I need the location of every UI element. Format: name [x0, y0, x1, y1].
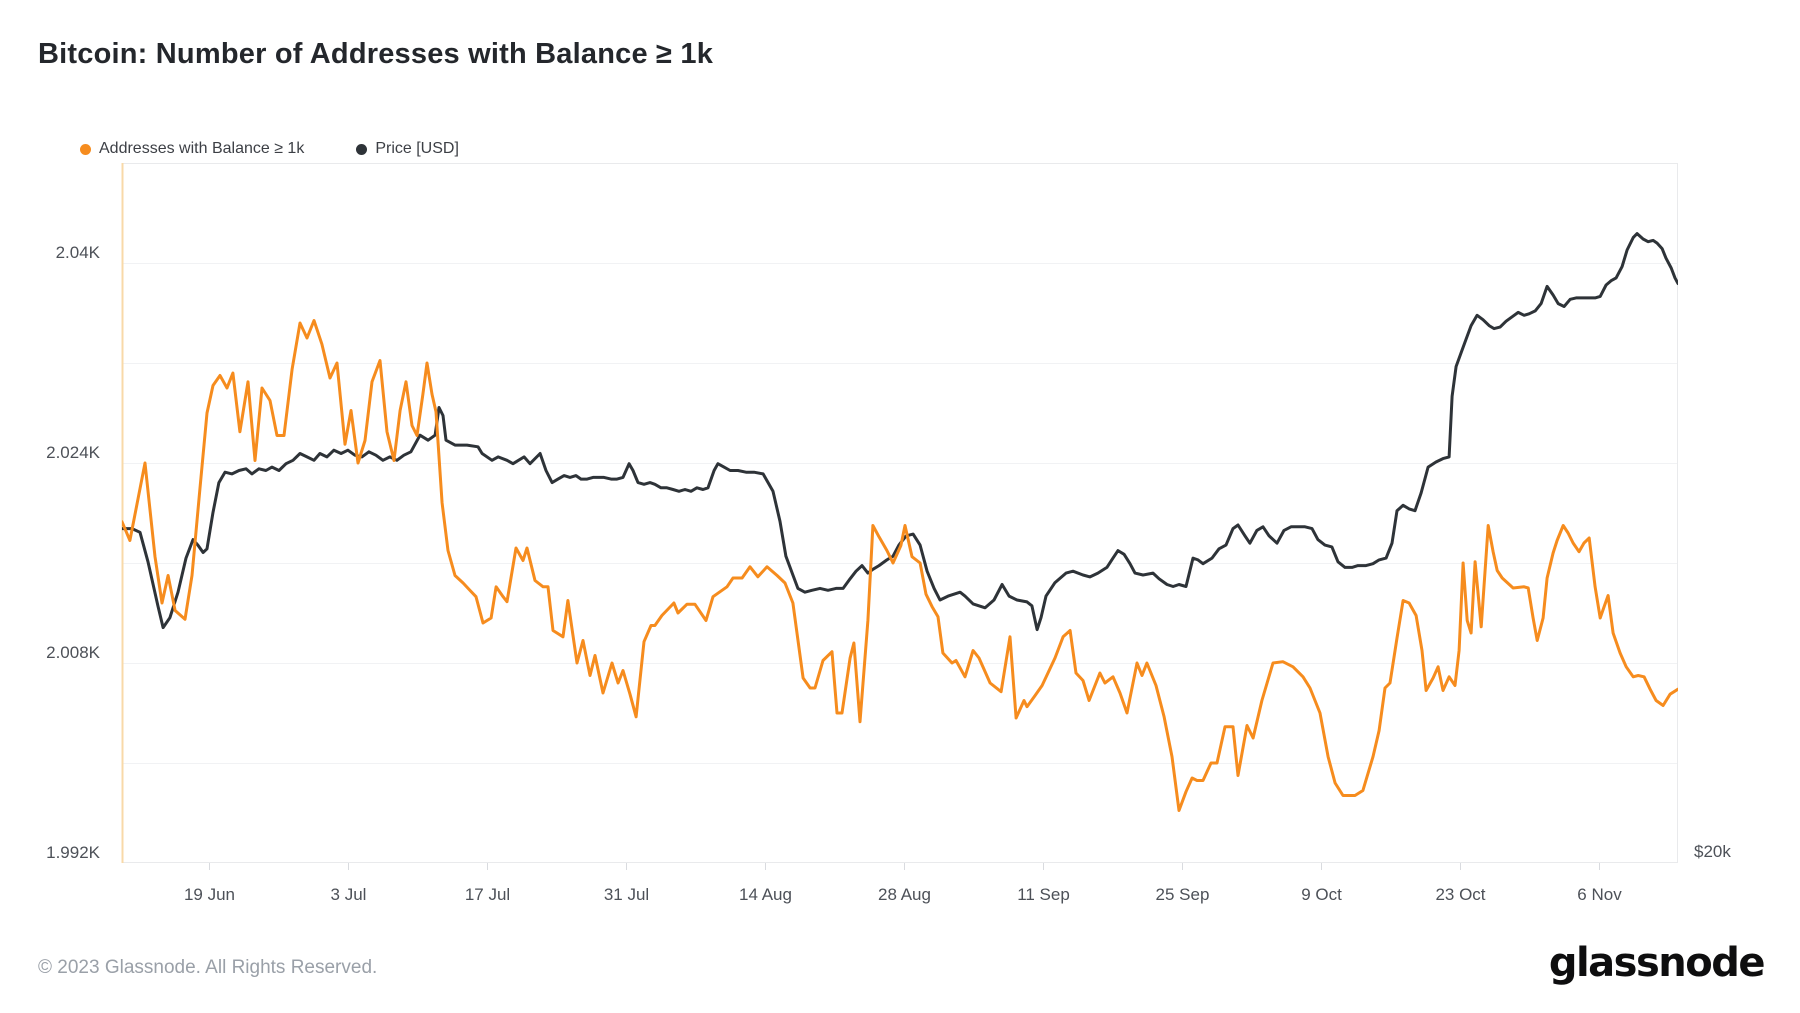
x-axis-tick-label: 23 Oct — [1435, 885, 1486, 904]
legend: Addresses with Balance ≥ 1k Price [USD] — [80, 140, 459, 158]
x-axis-tick-label: 3 Jul — [330, 885, 367, 904]
x-axis-tick-label: 28 Aug — [878, 885, 931, 904]
x-axis-tick-label: 14 Aug — [739, 885, 792, 904]
legend-item-price[interactable]: Price [USD] — [356, 140, 459, 158]
x-axis-tick-label: 31 Jul — [603, 885, 650, 904]
legend-swatch-price-icon — [356, 143, 368, 155]
y-axis-tick-label: 2.008K — [46, 643, 100, 662]
x-axis-tick-label: 25 Sep — [1155, 885, 1210, 904]
copyright-text: © 2023 Glassnode. All Rights Reserved. — [38, 957, 378, 978]
y-axis-tick-label: 1.992K — [46, 843, 100, 862]
x-axis-tick-label: 6 Nov — [1577, 885, 1622, 904]
glassnode-logo: glassnode — [1548, 940, 1766, 986]
legend-item-addresses[interactable]: Addresses with Balance ≥ 1k — [80, 140, 304, 158]
page-title: Bitcoin: Number of Addresses with Balanc… — [38, 38, 714, 70]
legend-label-price: Price [USD] — [375, 140, 459, 157]
right-axis-tick-label: $20k — [1694, 842, 1731, 861]
x-axis-ticks — [209, 863, 1600, 870]
series-line-addresses[interactable] — [122, 319, 1678, 812]
legend-label-addresses: Addresses with Balance ≥ 1k — [99, 140, 305, 157]
x-axis-tick-label: 17 Jul — [464, 885, 511, 904]
series-line-price[interactable] — [122, 232, 1678, 632]
plot-border — [122, 163, 1678, 863]
x-axis-tick-label: 11 Sep — [1017, 885, 1070, 904]
y-axis-tick-label: 2.024K — [46, 443, 100, 462]
gridlines — [122, 263, 1678, 764]
legend-swatch-addresses-icon — [80, 143, 91, 155]
y-axis-tick-label: 2.04K — [55, 243, 100, 262]
x-axis-tick-label: 19 Jun — [183, 885, 236, 904]
x-axis-tick-label: 9 Oct — [1301, 885, 1342, 904]
